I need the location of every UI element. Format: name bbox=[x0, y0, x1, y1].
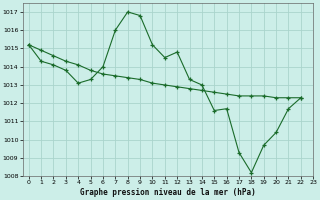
X-axis label: Graphe pression niveau de la mer (hPa): Graphe pression niveau de la mer (hPa) bbox=[80, 188, 256, 197]
